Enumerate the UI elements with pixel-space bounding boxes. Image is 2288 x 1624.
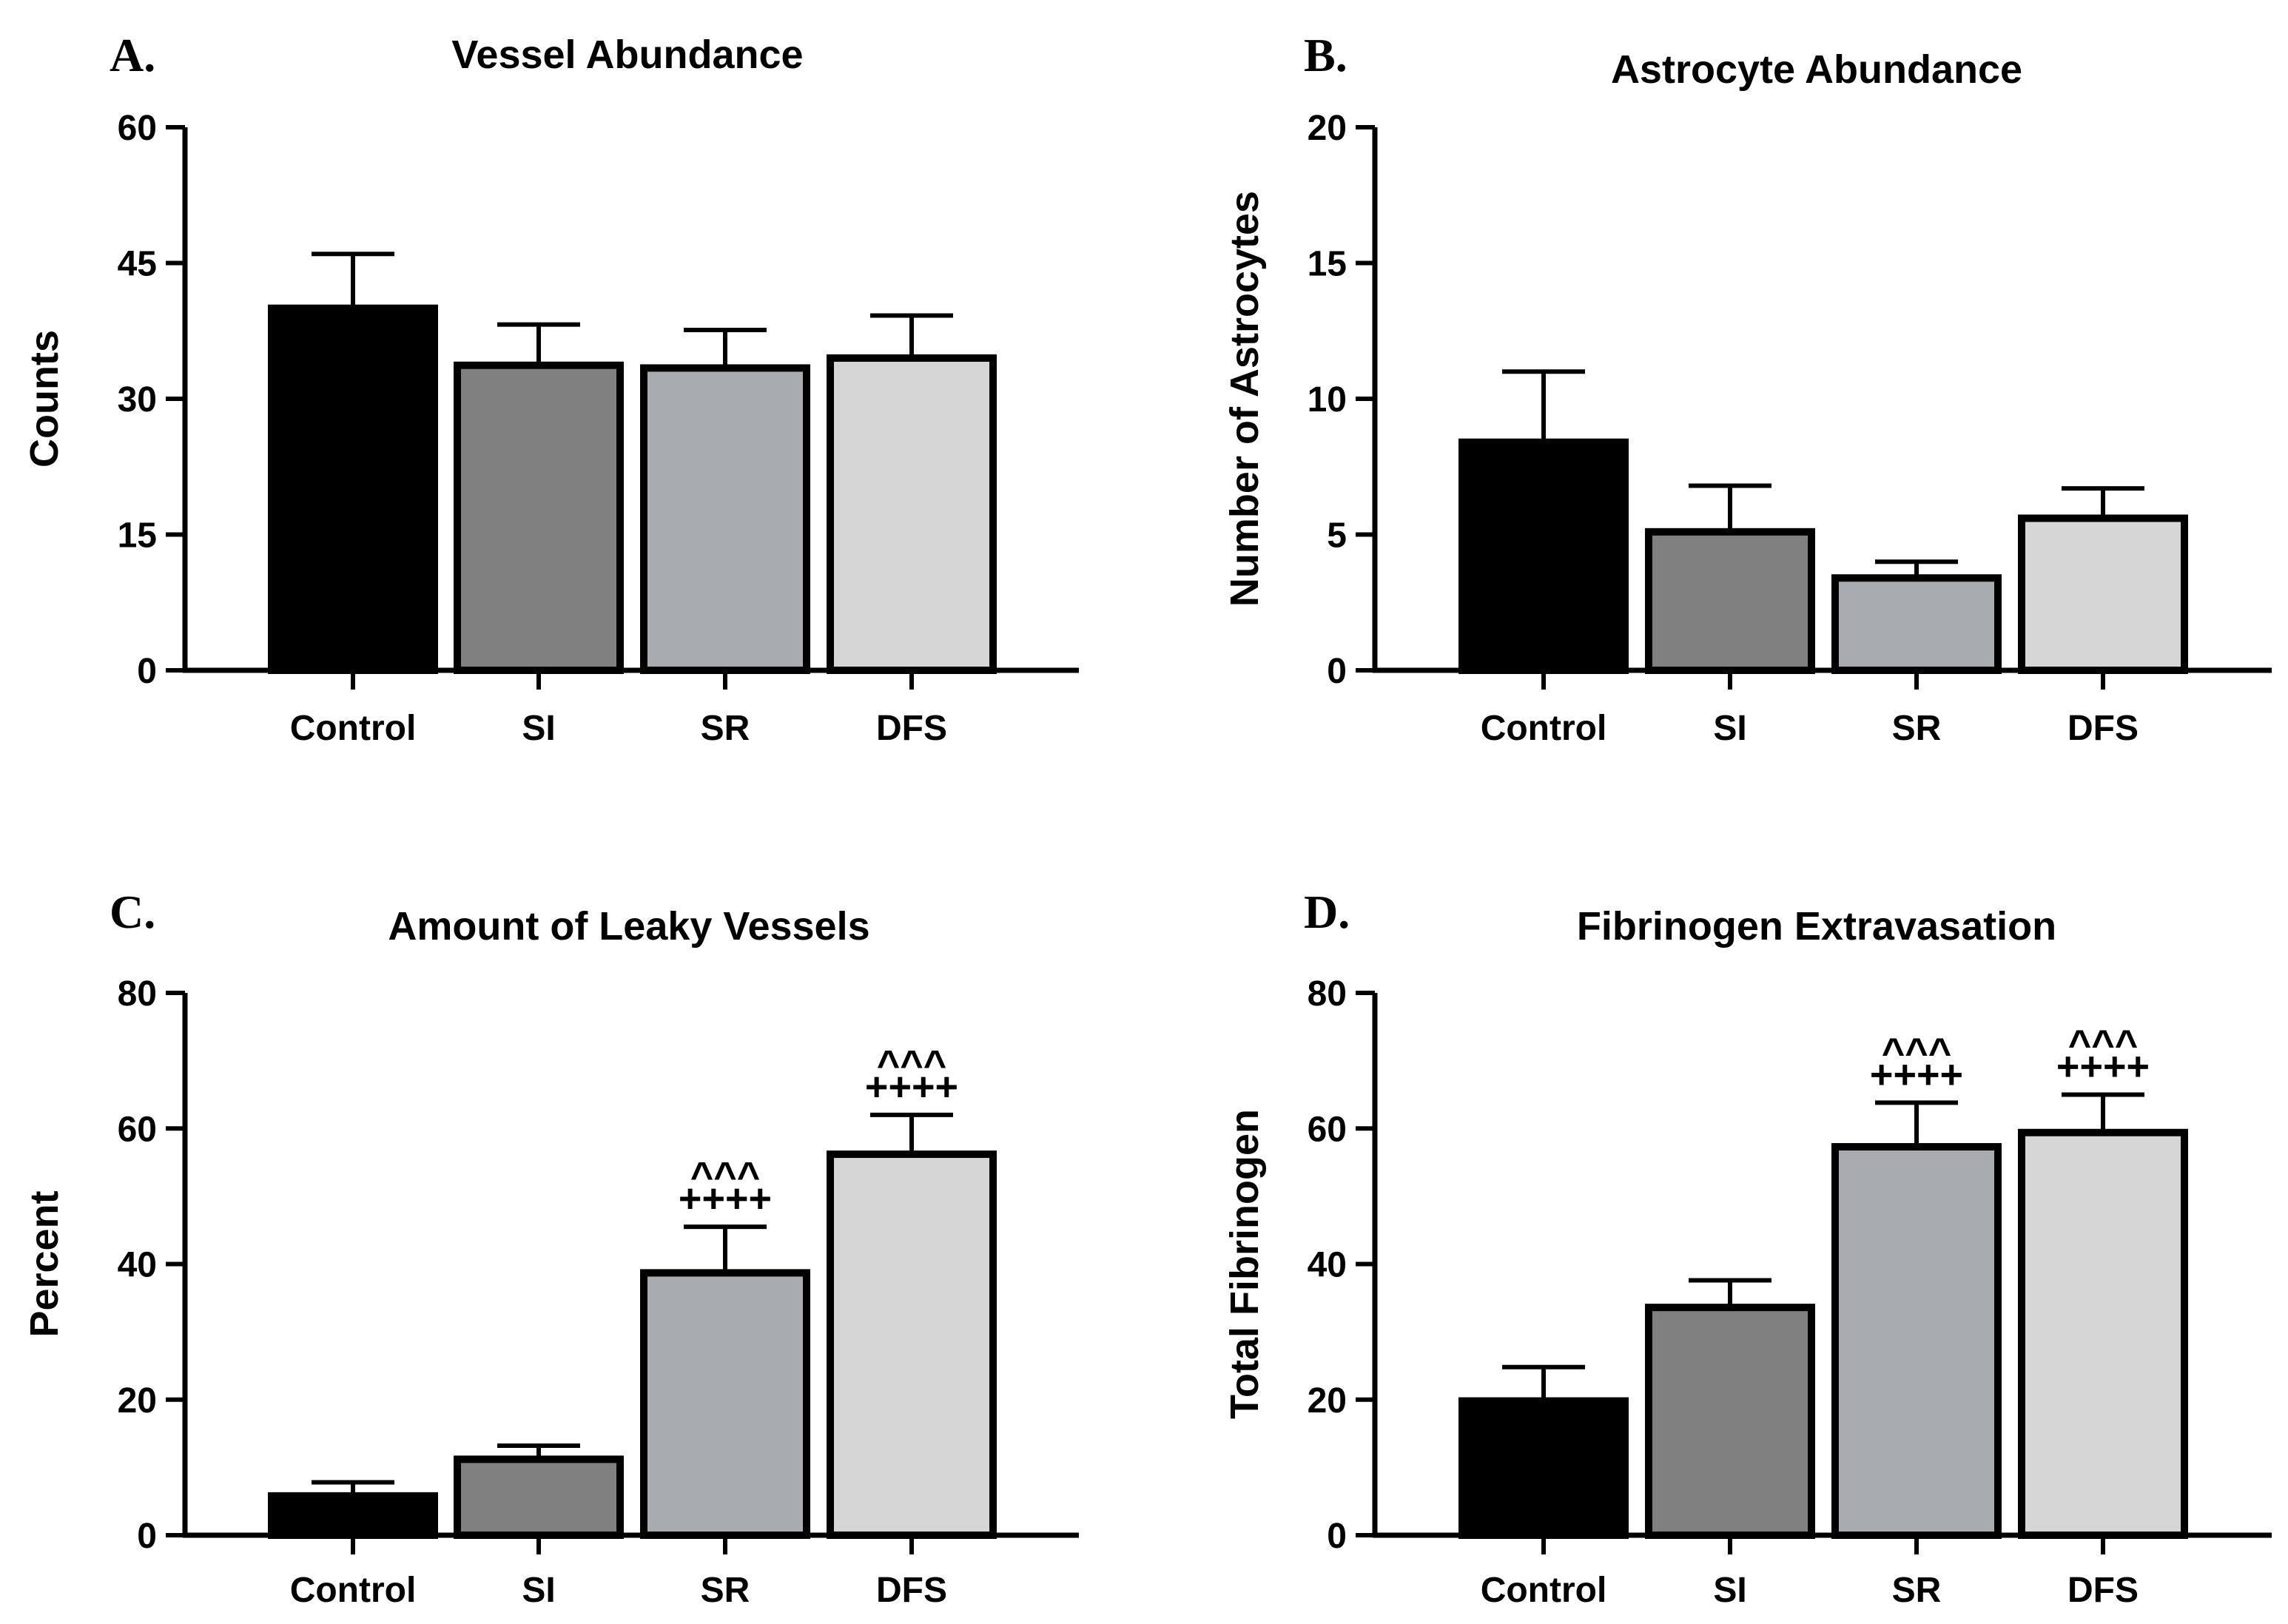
significance-marker: ^^^ bbox=[1882, 1030, 1952, 1074]
panel-letter: A. bbox=[110, 29, 155, 81]
bar-dfs bbox=[2018, 1128, 2188, 1540]
x-tick-label: DFS bbox=[2067, 709, 2139, 748]
y-tick-label: 45 bbox=[118, 245, 157, 284]
y-tick-label: 40 bbox=[1308, 1246, 1347, 1285]
y-tick-label: 60 bbox=[1308, 1110, 1347, 1149]
x-tick-label: DFS bbox=[2067, 1571, 2139, 1610]
y-tick-label: 0 bbox=[1327, 1517, 1347, 1556]
y-tick-label: 15 bbox=[118, 516, 157, 556]
bar-si bbox=[454, 361, 624, 674]
y-tick-label: 40 bbox=[118, 1246, 157, 1285]
y-tick-label: 10 bbox=[1308, 380, 1347, 420]
chart-panel-a: A. Vessel Abundance Counts Control SI SR DFS 0 1… bbox=[22, 29, 1079, 748]
bar-dfs bbox=[827, 354, 997, 674]
y-tick-label: 80 bbox=[1308, 974, 1347, 1014]
y-axis-label: Number of Astrocytes bbox=[1222, 191, 1267, 607]
y-tick-label: 0 bbox=[1327, 652, 1347, 691]
x-tick-label: DFS bbox=[876, 709, 947, 748]
bar-si bbox=[454, 1455, 624, 1540]
y-tick-label: 20 bbox=[1308, 109, 1347, 148]
y-tick-label: 60 bbox=[118, 109, 157, 148]
chart-title: Amount of Leaky Vessels bbox=[388, 904, 869, 949]
x-tick-label: Control bbox=[290, 1571, 417, 1610]
bar-si bbox=[1645, 1304, 1815, 1539]
significance-marker: ++++ bbox=[865, 1065, 958, 1109]
significance-marker: ^^^ bbox=[2068, 1022, 2139, 1066]
significance-marker: ^^^ bbox=[877, 1042, 947, 1087]
x-tick-label: SR bbox=[701, 1571, 750, 1610]
chart-title: Vessel Abundance bbox=[451, 33, 803, 77]
bar-control bbox=[268, 1492, 438, 1540]
x-tick-label: SI bbox=[1713, 709, 1746, 748]
y-axis-label: Percent bbox=[22, 1190, 67, 1337]
significance-marker: ++++ bbox=[1870, 1052, 1963, 1096]
y-tick-label: 0 bbox=[137, 652, 157, 691]
chart-title: Astrocyte Abundance bbox=[1611, 47, 2022, 92]
x-tick-label: DFS bbox=[876, 1571, 947, 1610]
bar-dfs bbox=[2018, 514, 2188, 674]
y-tick-label: 30 bbox=[118, 380, 157, 420]
x-tick-label: SI bbox=[1713, 1571, 1746, 1610]
y-tick-label: 60 bbox=[118, 1110, 157, 1149]
significance-marker: ++++ bbox=[2056, 1044, 2150, 1088]
panel-letter: B. bbox=[1304, 29, 1347, 81]
x-tick-label: Control bbox=[290, 709, 417, 748]
panel-letter: C. bbox=[110, 886, 155, 938]
y-tick-label: 15 bbox=[1308, 245, 1347, 284]
bar-sr bbox=[1831, 1142, 2002, 1539]
y-tick-label: 80 bbox=[118, 974, 157, 1014]
y-tick-label: 5 bbox=[1327, 516, 1347, 556]
x-tick-label: SI bbox=[522, 1571, 555, 1610]
y-tick-label: 20 bbox=[1308, 1381, 1347, 1421]
y-tick-label: 0 bbox=[137, 1517, 157, 1556]
chart-panel-d: D. Fibrinogen Extravasation Total Fibrinog… bbox=[1222, 886, 2272, 1610]
chart-panel-b: B. Astrocyte Abundance Number of Astrocyte… bbox=[1222, 29, 2272, 748]
significance-marker: ++++ bbox=[679, 1176, 772, 1221]
bar-control bbox=[268, 304, 438, 674]
bar-control bbox=[1458, 1397, 1629, 1540]
x-tick-label: Control bbox=[1481, 1571, 1607, 1610]
x-tick-label: Control bbox=[1481, 709, 1607, 748]
chart-panel-c: C. Amount of Leaky Vessels Percent Control S… bbox=[22, 886, 1079, 1610]
x-tick-label: SR bbox=[701, 709, 750, 748]
x-tick-label: SI bbox=[522, 709, 555, 748]
panel-letter: D. bbox=[1304, 886, 1350, 938]
bar-sr bbox=[640, 1269, 810, 1539]
bar-dfs bbox=[827, 1150, 997, 1539]
bar-control bbox=[1458, 438, 1629, 674]
bar-sr bbox=[1831, 574, 2002, 674]
y-tick-label: 20 bbox=[118, 1381, 157, 1421]
x-tick-label: SR bbox=[1892, 1571, 1942, 1610]
significance-marker: ^^^ bbox=[690, 1154, 761, 1199]
bar-si bbox=[1645, 528, 1815, 675]
chart-title: Fibrinogen Extravasation bbox=[1577, 904, 2056, 949]
bar-sr bbox=[640, 364, 810, 674]
y-axis-label: Counts bbox=[22, 330, 67, 468]
x-tick-label: SR bbox=[1892, 709, 1942, 748]
y-axis-label: Total Fibrinogen bbox=[1222, 1109, 1267, 1419]
